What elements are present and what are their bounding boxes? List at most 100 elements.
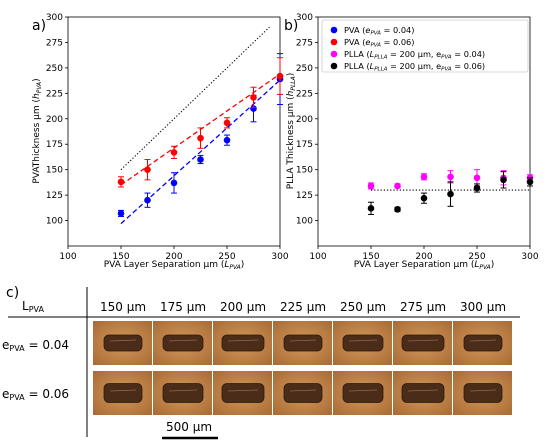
data-point (223, 117, 231, 129)
data-marker (526, 178, 534, 186)
sample-film-shape (463, 334, 503, 352)
data-marker (447, 190, 454, 198)
y-tick-label: 100 (46, 217, 63, 227)
y-tick-label: 150 (296, 166, 313, 176)
sample-image-tile (213, 321, 272, 365)
y-tick-label: 275 (296, 38, 313, 48)
sample-image-tile (393, 371, 452, 415)
legend-label: PVA (ePVA = 0.06) (344, 37, 414, 49)
y-tick-label: 175 (296, 140, 313, 150)
data-point (170, 172, 178, 194)
data-point (144, 158, 151, 181)
data-point (447, 181, 454, 207)
sample-highlight (227, 389, 259, 392)
matrix-column-label: 275 μm (400, 300, 446, 314)
x-tick-label: 200 (415, 252, 432, 262)
chart-a: 100 150 200 250 300 100 125 150 175 200 225 250 275… (32, 13, 289, 271)
data-point (394, 182, 401, 190)
sample-image-tile (333, 321, 392, 365)
legend-box (321, 19, 529, 73)
matrix-column-label: 225 μm (280, 300, 326, 314)
matrix-column-label: 200 μm (220, 300, 266, 314)
x-tick-label: 100 (309, 252, 326, 262)
data-marker (117, 178, 125, 186)
data-marker (250, 105, 257, 112)
data-point (250, 86, 257, 109)
chart-a-xlabel: PVA Layer Separation μm (LPVA) (104, 260, 245, 271)
data-marker (447, 173, 454, 181)
data-point (420, 173, 428, 181)
y-tick-label: 300 (46, 13, 63, 23)
sample-highlight (227, 339, 259, 342)
data-marker (117, 210, 125, 217)
sample-image-matrix: LPVA 150 μm 175 μm 200 μm 225 μm 250 μm 275 μ… (2, 287, 520, 440)
sample-image-tile (393, 321, 452, 365)
legend-entry: PVA (ePVA = 0.06) (330, 37, 414, 49)
data-marker (420, 194, 428, 202)
sample-image-tile (153, 371, 212, 415)
sample-image-tile (453, 371, 512, 415)
legend-marker (330, 26, 338, 34)
data-marker (197, 156, 204, 163)
sample-image-tile (93, 371, 152, 415)
y-tick-label: 200 (296, 115, 313, 125)
legend-label: PLLA (LPLLA = 200 μm, ePVA = 0.04) (344, 49, 485, 61)
sample-image-tile (453, 321, 512, 365)
x-tick-label: 250 (468, 252, 485, 262)
y-tick-label: 175 (46, 140, 63, 150)
data-marker (170, 149, 178, 156)
sample-image-tile (273, 371, 332, 415)
x-tick-label: 100 (59, 252, 76, 262)
sample-highlight (109, 389, 137, 392)
legend: PVA (ePVA = 0.04) PVA (ePVA = 0.06) PLLA… (321, 19, 529, 73)
data-point (420, 192, 428, 204)
sample-film-shape (342, 383, 384, 403)
sample-highlight (289, 389, 317, 392)
chart-b-xlabel: PVA Layer Separation μm (LPVA) (354, 260, 495, 271)
sample-highlight (168, 339, 198, 342)
y-tick-label: 125 (46, 191, 63, 201)
legend-label: PVA (ePVA = 0.04) (344, 25, 414, 37)
sample-image-tile (333, 371, 392, 415)
y-tick-label: 200 (46, 115, 63, 125)
panel-label-b: b) (284, 18, 298, 34)
matrix-column-label: 175 μm (160, 300, 206, 314)
sample-highlight (109, 339, 137, 342)
data-marker (144, 196, 151, 204)
legend-entry: PLLA (LPLLA = 200 μm, ePVA = 0.04) (330, 49, 485, 61)
matrix-column-label: 300 μm (460, 300, 506, 314)
sample-film-shape (221, 334, 265, 352)
data-point (144, 192, 151, 208)
legend-marker (330, 50, 338, 58)
sample-film-shape (221, 383, 265, 403)
sample-film-shape (401, 334, 445, 352)
data-marker (394, 182, 401, 190)
sample-film-shape (283, 334, 323, 352)
data-marker (420, 173, 428, 181)
sample-highlight (407, 339, 439, 342)
reference-line (120, 26, 270, 171)
x-tick-label: 300 (521, 252, 538, 262)
data-point (197, 127, 204, 149)
y-tick-label: 100 (296, 217, 313, 227)
data-point (367, 182, 375, 190)
panel-label-a: a) (32, 18, 46, 34)
sample-highlight (407, 389, 439, 392)
y-tick-label: 150 (46, 166, 63, 176)
data-point (170, 145, 178, 159)
data-point (394, 206, 401, 213)
data-marker (367, 205, 375, 212)
y-tick-label: 225 (46, 89, 63, 99)
data-point (500, 171, 507, 189)
data-point (117, 176, 125, 188)
sample-highlight (348, 389, 378, 392)
data-marker (223, 136, 231, 144)
sample-highlight (348, 339, 378, 342)
data-marker (223, 119, 231, 127)
data-marker (144, 166, 151, 173)
data-marker (473, 174, 481, 182)
sample-film-shape (342, 334, 384, 352)
y-tick-label: 250 (296, 64, 313, 74)
data-point (117, 209, 125, 217)
